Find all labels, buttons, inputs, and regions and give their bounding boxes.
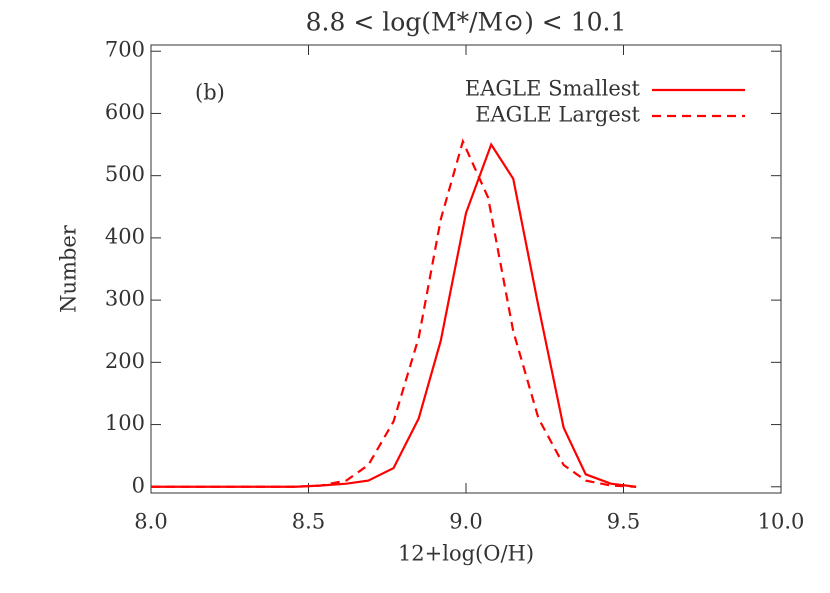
legend-label: EAGLE Largest (475, 103, 640, 127)
x-tick-label: 9.0 (449, 510, 482, 534)
x-tick-label: 8.5 (292, 510, 325, 534)
y-tick-label: 100 (105, 411, 145, 435)
annotation: (b) (195, 81, 225, 105)
x-tick-label: 10.0 (758, 510, 805, 534)
y-tick-label: 500 (105, 162, 145, 186)
legend-label: EAGLE Smallest (465, 77, 641, 101)
y-tick-label: 600 (105, 100, 145, 124)
y-tick-label: 400 (105, 224, 145, 248)
y-tick-label: 300 (105, 287, 145, 311)
x-axis-label: 12+log(O/H) (398, 542, 534, 566)
x-tick-label: 9.5 (607, 510, 640, 534)
y-axis-label: Number (57, 224, 81, 313)
x-tick-label: 8.0 (134, 510, 167, 534)
chart-title: 8.8 < log(M*/M⊙) < 10.1 (306, 8, 627, 37)
y-tick-label: 200 (105, 349, 145, 373)
data-line (151, 142, 637, 488)
y-tick-label: 0 (132, 473, 145, 497)
y-tick-label: 700 (105, 38, 145, 62)
data-line (151, 138, 637, 488)
plot-frame (150, 44, 782, 494)
